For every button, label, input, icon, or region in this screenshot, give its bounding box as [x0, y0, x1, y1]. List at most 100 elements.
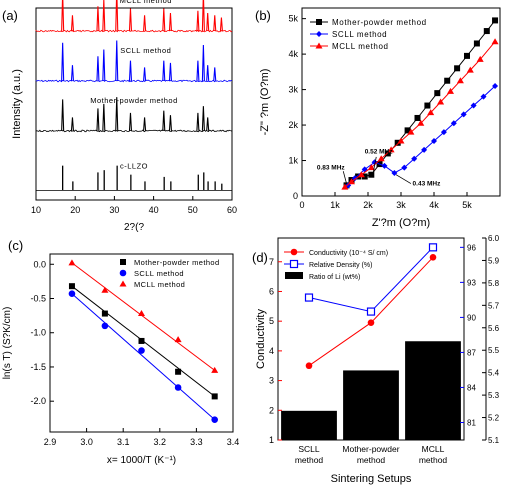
outer-right-tick-label: 5.8	[488, 279, 500, 288]
xrd-peak	[96, 56, 100, 81]
panel-label: (a)	[2, 8, 18, 23]
legend-label: Conductivity (10⁻⁴ S/ cm)	[309, 250, 388, 257]
x-tick-label: 2k	[363, 200, 373, 210]
xrd-peak	[196, 60, 200, 81]
outer-right-tick-label: 5.1	[488, 436, 500, 445]
plot-frame	[35, 7, 233, 201]
data-point	[138, 310, 145, 317]
data-point	[492, 17, 499, 24]
xrd-series: MCLL method	[35, 0, 233, 33]
data-point	[68, 283, 75, 290]
conductivity-point	[367, 319, 375, 326]
panel-label: (b)	[255, 8, 271, 23]
data-point	[368, 171, 375, 178]
xrd-peak	[96, 108, 100, 131]
data-point	[68, 259, 76, 266]
y-tick-label: 4k	[288, 49, 298, 59]
x-tick-label: 30	[109, 205, 119, 215]
x-tick-label: 0	[299, 200, 304, 210]
y-tick-label: 2k	[288, 120, 298, 130]
legend-marker	[120, 259, 126, 265]
xrd-peak	[162, 8, 166, 32]
legend-swatch	[285, 272, 303, 279]
plot-frame	[49, 253, 234, 433]
legend-label: Relative Density (%)	[309, 262, 372, 269]
xrd-baseline-trace	[35, 79, 233, 83]
xrd-peak	[102, 103, 106, 131]
xrd-peak	[143, 67, 147, 82]
x-axis-label: Sintering Setups	[331, 473, 412, 485]
xrd-peak	[102, 0, 106, 32]
xrd-peak	[128, 60, 133, 81]
xrd-peak	[115, 0, 119, 32]
plot-frame	[277, 237, 465, 441]
fit-line	[71, 262, 216, 371]
y-tick-label: 0	[293, 191, 298, 201]
xrd-peak	[206, 65, 210, 81]
y-tick-label: -1.5	[30, 362, 46, 372]
y-tick-label: 1k	[288, 156, 298, 166]
panel-c: 2.9 3.0 3.1 3.2 3.3 3.4 0.0 -0.5 -1.0 -1.5 -2.0 Mot…	[2, 238, 239, 466]
x-tick-label: 2.9	[44, 437, 57, 447]
xrd-peak	[102, 49, 106, 81]
left-axis-label: Conductivity	[255, 309, 267, 369]
data-point	[411, 155, 418, 162]
outer-right-tick-label: 5.9	[488, 256, 500, 265]
data-point	[391, 169, 398, 176]
data-point	[464, 52, 470, 59]
xrd-peak	[206, 13, 210, 32]
data-point	[174, 384, 182, 391]
data-point	[351, 175, 358, 182]
data-point	[434, 90, 441, 97]
data-point	[491, 38, 499, 45]
xrd-peak	[115, 40, 119, 81]
data-point	[456, 77, 464, 84]
legend: Mother-powder method SCLL method MCLL meth…	[119, 258, 220, 289]
data-point	[101, 310, 108, 317]
xrd-peak	[219, 17, 223, 32]
bar	[281, 410, 337, 440]
data-point	[211, 416, 218, 423]
bar	[405, 341, 461, 440]
y-axis-label: Intensity (a.u.)	[11, 69, 23, 139]
data-point	[454, 65, 461, 72]
panel-b: 0 1k 2k 3k 4k 5k 0 1k 2k 3k 4k 5k Mother-powder meth…	[255, 7, 501, 229]
xrd-peak	[70, 65, 75, 81]
y-axis-label: -Z" ?m (O?m)	[259, 69, 271, 136]
legend: Conductivity (10⁻⁴ S/ cm) Relative Densit…	[284, 248, 388, 281]
series-label: SCLL method	[120, 46, 171, 55]
data-point	[357, 171, 365, 178]
left-tick-label: 4	[269, 346, 274, 356]
xrd-series: Mother-powder method	[35, 96, 233, 133]
legend-label: Mother-powder method	[134, 258, 220, 267]
data-point	[348, 178, 355, 185]
annotation-arrow	[372, 156, 377, 175]
xrd-peak	[213, 67, 217, 82]
data-point	[394, 139, 401, 146]
category-label: method	[357, 455, 386, 465]
data-point	[414, 114, 421, 121]
outer-right-tick-label: 5.2	[488, 414, 500, 423]
data-point	[361, 173, 368, 180]
y-tick-label: -0.5	[30, 294, 46, 304]
xrd-peak	[196, 112, 200, 131]
data-point	[211, 393, 218, 400]
x-tick-label: 5k	[462, 200, 472, 210]
y-axis-label: ln(s T) (S?K/cm)	[2, 307, 13, 380]
data-point	[424, 102, 431, 109]
inner-right-tick-label: 90	[467, 313, 476, 322]
data-point	[444, 77, 451, 84]
y-tick-label: 3k	[288, 85, 298, 95]
data-point	[447, 87, 454, 94]
xrd-peak	[61, 0, 65, 32]
legend-label: SCLL method	[134, 269, 184, 278]
data-point	[341, 183, 349, 190]
left-tick-label: 6	[269, 286, 274, 296]
legend-marker	[290, 248, 298, 256]
panel-a: MCLL method SCLL method Mother-powder meth…	[2, 0, 237, 233]
data-point	[483, 28, 490, 35]
x-tick-label: 3.4	[227, 437, 240, 447]
conductivity-point	[305, 362, 313, 370]
data-point	[101, 286, 109, 293]
data-point	[377, 155, 385, 162]
